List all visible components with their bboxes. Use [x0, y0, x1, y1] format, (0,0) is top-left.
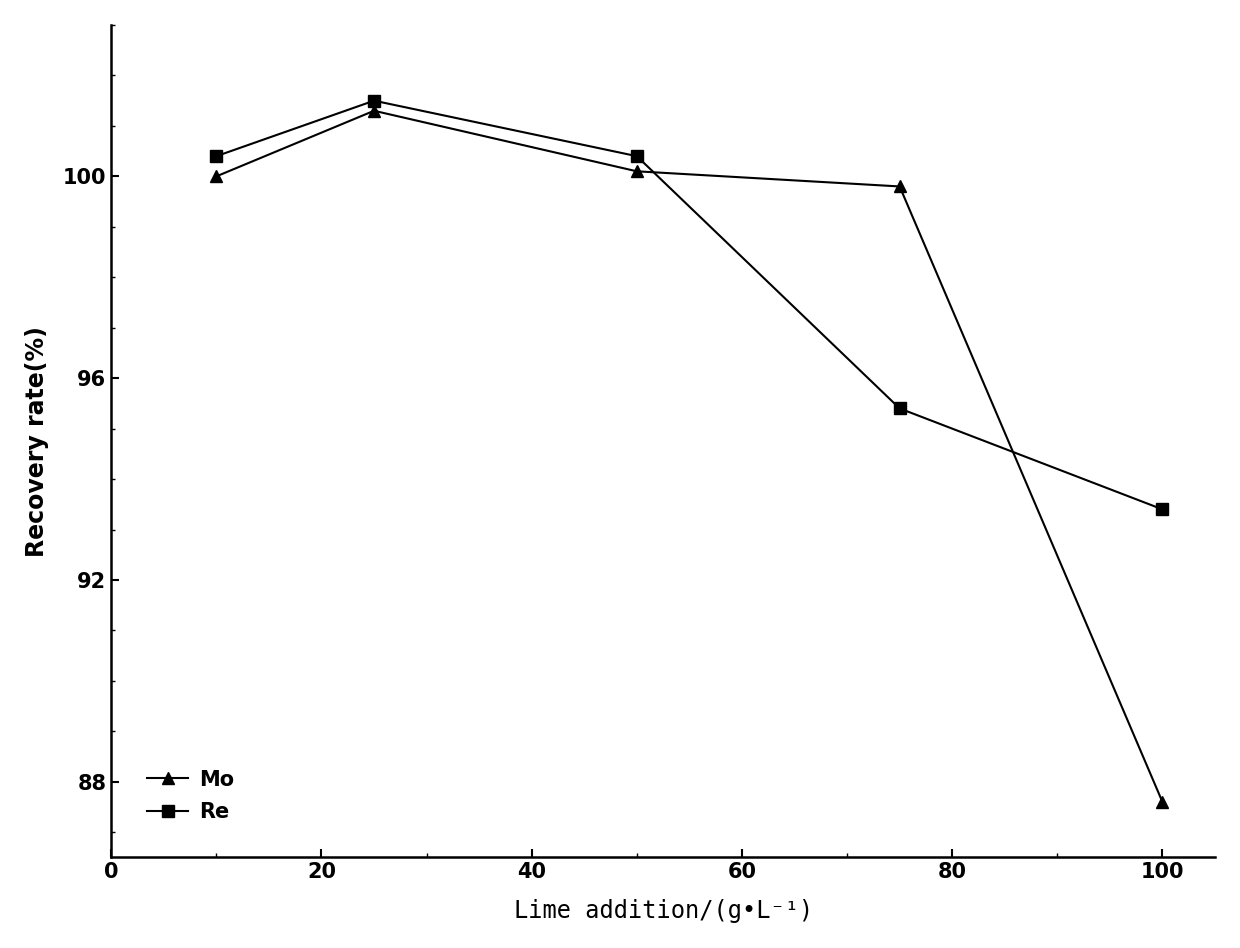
Legend: Mo, Re: Mo, Re	[122, 744, 259, 848]
Y-axis label: Recovery rate(%): Recovery rate(%)	[25, 326, 50, 556]
X-axis label: Lime addition/(g•L⁻¹): Lime addition/(g•L⁻¹)	[513, 899, 812, 923]
Line: Re: Re	[210, 95, 1168, 516]
Re	[367, 95, 382, 106]
Mo	[893, 181, 908, 192]
Re	[208, 151, 223, 162]
Mo	[1154, 796, 1169, 808]
Re	[893, 403, 908, 414]
Mo	[367, 105, 382, 117]
Re	[630, 151, 645, 162]
Mo	[208, 171, 223, 182]
Line: Mo: Mo	[210, 104, 1168, 809]
Mo	[630, 166, 645, 177]
Re	[1154, 503, 1169, 515]
